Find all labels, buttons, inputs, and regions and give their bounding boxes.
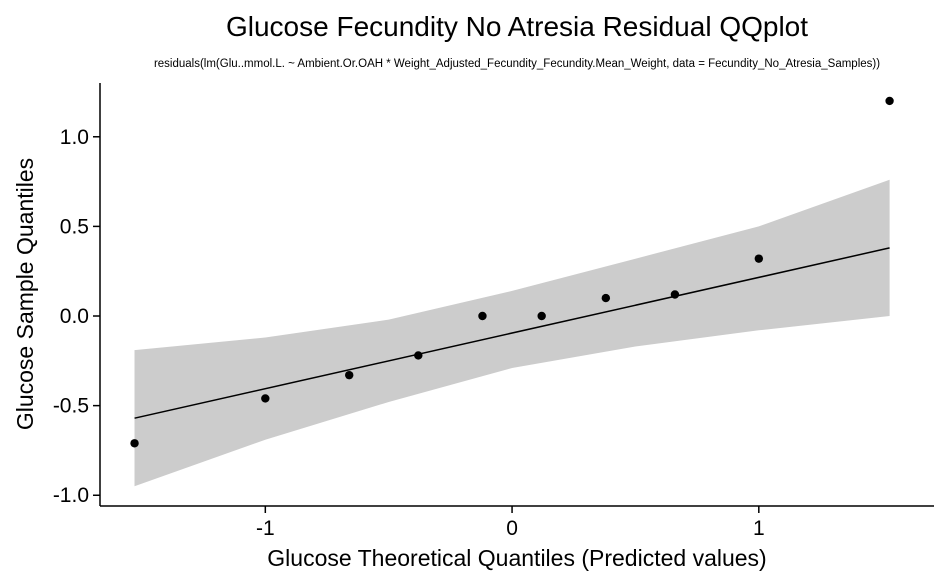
data-point — [130, 439, 139, 448]
data-point — [670, 290, 680, 299]
data-point — [537, 311, 546, 321]
y-tick-label: 0.5 — [60, 215, 89, 238]
data-point — [754, 254, 764, 263]
x-tick-label: 0 — [506, 517, 518, 540]
y-tick-label: -1.0 — [53, 484, 89, 507]
data-point — [478, 311, 487, 321]
data-point — [885, 96, 894, 106]
y-tick-label: 1.0 — [60, 126, 89, 149]
x-axis-label: Glucose Theoretical Quantiles (Predicted… — [267, 545, 766, 571]
data-point — [414, 351, 423, 360]
y-tick-label: 0.0 — [60, 305, 89, 328]
y-tick-label: -0.5 — [53, 395, 89, 418]
x-axis-ticks: -1 0 1 — [256, 506, 765, 540]
data-point — [261, 394, 270, 403]
data-point — [345, 370, 354, 380]
x-tick-label: 1 — [753, 517, 765, 540]
reference-line — [134, 247, 890, 419]
chart-subtitle: residuals(lm(Glu..mmol.L. ~ Ambient.Or.O… — [154, 58, 880, 70]
chart-title: Glucose Fecundity No Atresia Residual QQ… — [226, 11, 808, 42]
plot-area — [130, 96, 894, 487]
y-axis-label: Glucose Sample Quantiles — [12, 158, 38, 430]
data-point — [601, 293, 611, 303]
x-tick-label: -1 — [256, 517, 275, 540]
y-axis-ticks: -1.0 -0.5 0.0 0.5 1.0 — [53, 126, 100, 507]
